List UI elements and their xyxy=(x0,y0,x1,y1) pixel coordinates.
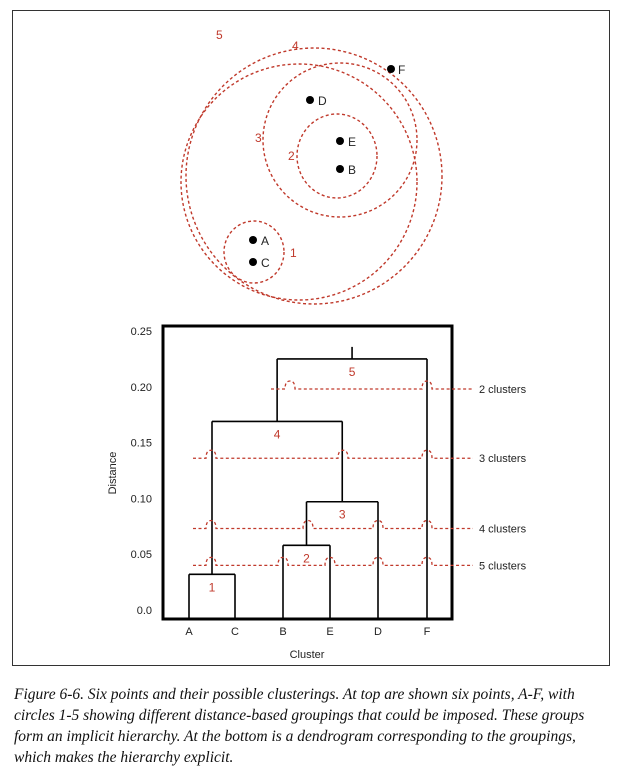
circle-1 xyxy=(223,220,285,284)
y-tick-labels: 0.0 0.05 0.10 0.15 0.20 0.25 xyxy=(131,326,152,617)
y-tick-label: 0.0 xyxy=(137,605,152,617)
circle-label-5: 5 xyxy=(216,28,223,42)
circle-labels: 5 4 3 2 1 xyxy=(216,28,299,260)
x-tick-label: A xyxy=(185,626,193,638)
x-tick-label: B xyxy=(279,626,286,638)
circle-diagram xyxy=(180,47,443,305)
y-tick-label: 0.25 xyxy=(131,326,152,338)
figure-svg: 5 4 3 2 1 F D E B A C 0.0 0.05 0.10 0.15 0.2… xyxy=(107,28,527,661)
circle-label-2: 2 xyxy=(288,149,295,163)
merge-label: 4 xyxy=(274,427,281,441)
merge-label: 3 xyxy=(339,508,346,522)
circle-label-1: 1 xyxy=(290,246,297,260)
cut-line xyxy=(193,449,473,459)
merge-label: 5 xyxy=(349,365,356,379)
y-tick-label: 0.20 xyxy=(131,382,152,394)
point-dot-a xyxy=(249,236,257,244)
circle-5 xyxy=(185,47,443,305)
circle-4 xyxy=(180,63,418,301)
cut-line xyxy=(271,380,473,390)
y-tick-label: 0.05 xyxy=(131,549,152,561)
cut-label: 5 clusters xyxy=(479,560,527,572)
cut-line xyxy=(193,556,473,567)
cut-label: 2 clusters xyxy=(479,384,527,396)
circle-label-4: 4 xyxy=(292,39,299,53)
merge-label: 1 xyxy=(209,580,216,594)
dendrogram-tree xyxy=(188,346,428,619)
cut-lines: 2 clusters 3 clusters 4 clusters 5 clusters xyxy=(193,380,527,572)
cut-line xyxy=(193,519,473,530)
point-label-a: A xyxy=(261,234,269,248)
y-axis-label: Distance xyxy=(107,452,119,495)
merge-labels: 1 2 3 4 5 xyxy=(209,365,356,594)
cut-label: 4 clusters xyxy=(479,524,527,536)
x-tick-label: E xyxy=(326,626,333,638)
point-dot-f xyxy=(387,65,395,73)
point-label-e: E xyxy=(348,135,356,149)
point-dot-d xyxy=(306,96,314,104)
points: F D E B A C xyxy=(249,63,405,270)
point-dot-b xyxy=(336,165,344,173)
circle-label-3: 3 xyxy=(255,131,262,145)
dendrogram: 0.0 0.05 0.10 0.15 0.20 0.25 A C B E D F 2 cluster… xyxy=(107,324,527,661)
figure-frame: 5 4 3 2 1 F D E B A C 0.0 0.05 0.10 0.15 0.2… xyxy=(12,10,610,666)
x-axis-label: Cluster xyxy=(290,649,325,661)
x-tick-label: C xyxy=(231,626,239,638)
point-dot-c xyxy=(249,258,257,266)
circle-2 xyxy=(296,113,378,199)
figure-caption: Figure 6-6. Six points and their possibl… xyxy=(14,686,585,766)
x-tick-label: D xyxy=(374,626,382,638)
cut-label: 3 clusters xyxy=(479,453,527,465)
point-label-c: C xyxy=(261,256,270,270)
point-dot-e xyxy=(336,137,344,145)
point-label-b: B xyxy=(348,163,356,177)
y-tick-label: 0.10 xyxy=(131,493,152,505)
point-label-d: D xyxy=(318,94,327,108)
point-label-f: F xyxy=(398,63,405,77)
plot-area xyxy=(161,324,454,621)
x-tick-label: F xyxy=(424,626,431,638)
y-tick-label: 0.15 xyxy=(131,438,152,450)
merge-label: 2 xyxy=(303,551,310,565)
circle-3 xyxy=(262,62,418,218)
